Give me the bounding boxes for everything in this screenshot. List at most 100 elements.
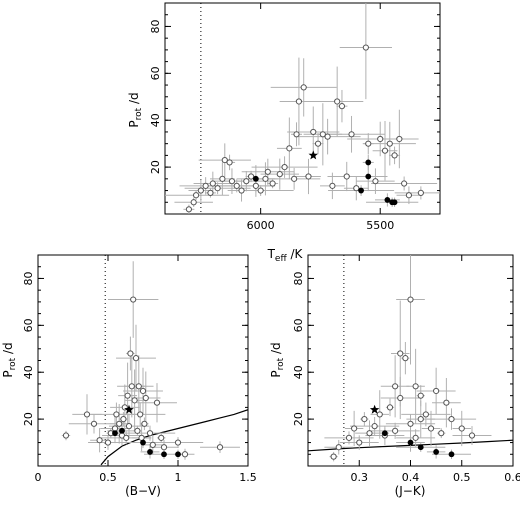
x-tick-label: 1 bbox=[175, 471, 182, 484]
star-point bbox=[369, 404, 380, 414]
data-point-open bbox=[247, 173, 255, 180]
data-point-filled bbox=[147, 449, 153, 455]
data-point-open bbox=[305, 173, 312, 180]
data-point-open bbox=[262, 175, 269, 182]
data-point-open bbox=[209, 180, 216, 187]
data-point-open bbox=[90, 420, 98, 427]
data-point-open bbox=[243, 178, 250, 185]
y-tick-label: 80 bbox=[292, 271, 305, 285]
data-point-open bbox=[295, 98, 303, 105]
data-point-open bbox=[269, 180, 276, 187]
data-point-open bbox=[134, 427, 141, 434]
model-curve bbox=[100, 409, 248, 466]
x-tick-label: 5500 bbox=[366, 219, 394, 232]
data-point-open bbox=[397, 350, 404, 357]
y-axis-title-unit: /d bbox=[1, 342, 15, 357]
data-point-open bbox=[221, 156, 228, 164]
data-point-open bbox=[181, 451, 189, 458]
y-axis-title-main: P bbox=[1, 370, 15, 377]
data-point-open bbox=[397, 394, 404, 402]
data-point-open bbox=[291, 175, 298, 182]
x-axis-title-unit: /K bbox=[287, 247, 304, 261]
panel-2: 20 40 60 80 0 0.5 1 1.5 Prot /d (B−V) bbox=[1, 254, 257, 498]
data-layer bbox=[165, 3, 440, 214]
data-point-filled bbox=[365, 173, 372, 180]
data-point-open bbox=[216, 444, 224, 451]
data-point-open bbox=[433, 387, 440, 395]
data-point-open bbox=[345, 434, 353, 441]
data-point-open bbox=[96, 437, 103, 444]
data-point-filled bbox=[433, 449, 440, 455]
data-point-open bbox=[128, 383, 135, 390]
data-point-open bbox=[386, 140, 393, 147]
data-point-open bbox=[448, 416, 455, 423]
data-point-filled bbox=[161, 451, 167, 458]
data-point-open bbox=[146, 430, 154, 437]
data-point-open bbox=[300, 84, 307, 91]
data-point-open bbox=[377, 135, 384, 143]
data-point-open bbox=[371, 423, 378, 430]
data-point-open bbox=[402, 355, 409, 362]
y-axis-title-main: P bbox=[127, 120, 141, 127]
data-point-filled bbox=[391, 199, 398, 206]
y-tick-label: 40 bbox=[22, 365, 35, 379]
data-point-filled bbox=[417, 444, 424, 451]
data-point-open bbox=[257, 187, 264, 194]
data-point-open bbox=[202, 182, 209, 189]
x-axis-title-main: (J−K) bbox=[395, 484, 426, 498]
data-point-open bbox=[438, 430, 445, 437]
data-point-open bbox=[228, 178, 236, 185]
data-point-open bbox=[276, 171, 283, 178]
data-point-filled bbox=[252, 175, 259, 182]
data-point-filled bbox=[112, 430, 118, 437]
data-point-open bbox=[319, 131, 326, 138]
data-point-open bbox=[238, 187, 245, 194]
x-axis-title-main: T bbox=[267, 247, 276, 261]
data-point-open bbox=[334, 98, 341, 105]
data-point-open bbox=[131, 397, 138, 404]
data-point-open bbox=[137, 411, 144, 418]
data-point-filled bbox=[140, 439, 146, 446]
data-point-open bbox=[127, 350, 134, 357]
y-tick-label: 80 bbox=[22, 271, 35, 285]
y-axis-title-sub: rot bbox=[134, 107, 144, 120]
y-tick-label: 60 bbox=[22, 318, 35, 332]
data-point-open bbox=[381, 147, 389, 154]
y-axis-title-sub: rot bbox=[276, 357, 286, 370]
y-tick-label: 60 bbox=[292, 318, 305, 332]
y-tick-label: 60 bbox=[149, 66, 162, 80]
data-point-open bbox=[412, 434, 419, 441]
data-point-open bbox=[113, 411, 120, 418]
data-point-filled bbox=[365, 159, 372, 166]
data-point-open bbox=[124, 392, 131, 399]
data-point-open bbox=[353, 185, 360, 192]
data-point-open bbox=[417, 189, 424, 196]
data-point-filled bbox=[407, 439, 414, 446]
data-point-open bbox=[149, 441, 156, 448]
x-tick-label: 1.5 bbox=[239, 471, 257, 484]
y-axis-title-unit: /d bbox=[269, 342, 283, 357]
data-point-open bbox=[329, 182, 336, 189]
x-axis-title: (J−K) bbox=[395, 484, 426, 498]
plot-frame bbox=[164, 2, 441, 215]
data-point-open bbox=[365, 140, 372, 147]
data-point-open bbox=[422, 411, 429, 418]
data-layer bbox=[61, 261, 248, 466]
data-point-open bbox=[376, 411, 383, 418]
data-point-open bbox=[116, 420, 123, 427]
data-point-filled bbox=[175, 451, 181, 458]
data-point-open bbox=[335, 444, 342, 451]
data-point-open bbox=[214, 185, 221, 192]
y-axis-title-sub: rot bbox=[8, 357, 18, 370]
data-point-open bbox=[142, 394, 149, 402]
x-tick-label: 0.5 bbox=[99, 471, 117, 484]
data-point-open bbox=[372, 178, 379, 185]
data-point-open bbox=[83, 411, 91, 418]
data-point-open bbox=[125, 423, 133, 430]
data-point-open bbox=[185, 206, 193, 213]
data-point-open bbox=[132, 355, 140, 362]
data-point-open bbox=[427, 425, 435, 432]
data-point-open bbox=[417, 392, 424, 399]
data-point-open bbox=[362, 44, 369, 51]
